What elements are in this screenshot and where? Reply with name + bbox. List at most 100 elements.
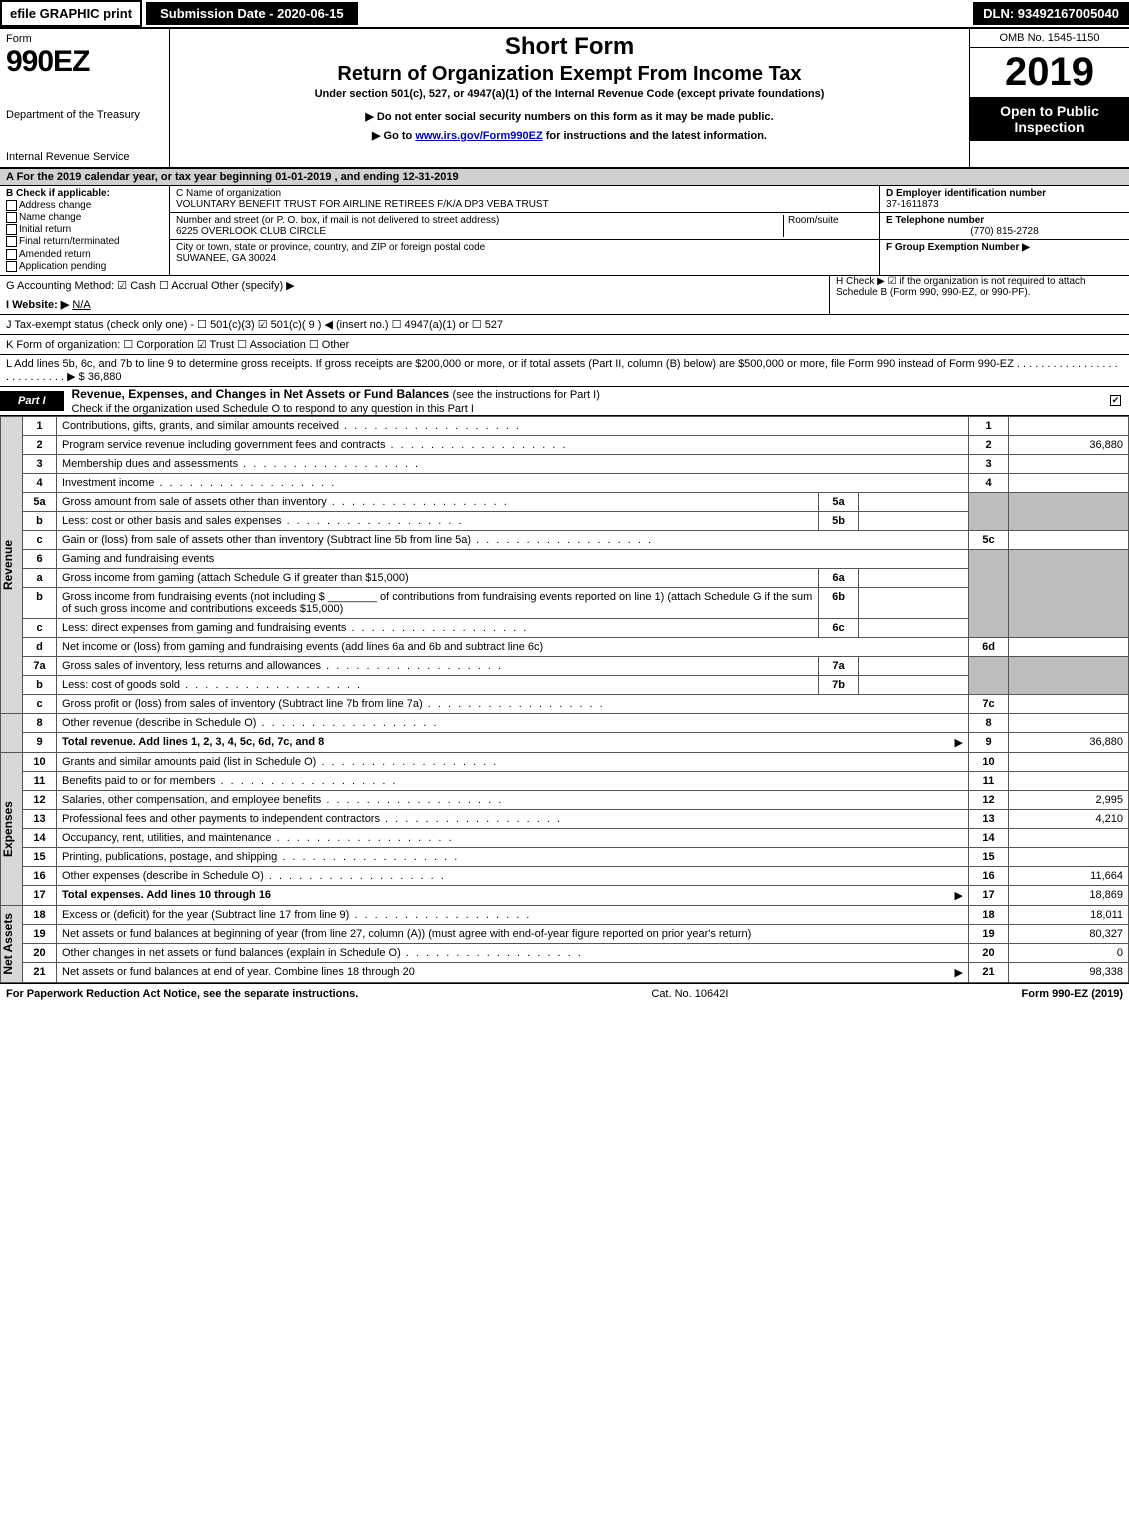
line-6b-value xyxy=(859,587,969,618)
tax-year: 2019 xyxy=(970,48,1129,97)
goto-post: for instructions and the latest informat… xyxy=(543,130,767,142)
line-13-value: 4,210 xyxy=(1009,809,1129,828)
street-label: Number and street (or P. O. box, if mail… xyxy=(176,215,499,226)
telephone-label: E Telephone number xyxy=(886,215,984,226)
line-6c-desc: Less: direct expenses from gaming and fu… xyxy=(57,618,819,637)
line-9-desc: Total revenue. Add lines 1, 2, 3, 4, 5c,… xyxy=(57,732,969,752)
ein-value: 37-1611873 xyxy=(886,199,939,210)
line-8-value xyxy=(1009,713,1129,732)
revenue-table: Revenue 1 Contributions, gifts, grants, … xyxy=(0,416,1129,983)
dln-label: DLN: 93492167005040 xyxy=(973,2,1129,25)
omb-number: OMB No. 1545-1150 xyxy=(970,29,1129,48)
line-10-value xyxy=(1009,752,1129,771)
line-20-value: 0 xyxy=(1009,943,1129,962)
schedule-o-checkbox[interactable]: ✔ xyxy=(1110,395,1123,407)
line-13-desc: Professional fees and other payments to … xyxy=(57,809,969,828)
group-exemption-label: F Group Exemption Number ▶ xyxy=(886,242,1030,253)
name-change-checkbox[interactable]: Name change xyxy=(6,212,163,223)
dept-treasury: Department of the Treasury xyxy=(6,109,163,121)
line-18-value: 18,011 xyxy=(1009,905,1129,924)
line-5c-value xyxy=(1009,530,1129,549)
tax-exempt-status: J Tax-exempt status (check only one) - ☐… xyxy=(0,315,1129,335)
form-footer-label: Form 990-EZ (2019) xyxy=(1022,988,1123,1000)
efile-print-label[interactable]: efile GRAPHIC print xyxy=(0,0,142,27)
line-17-desc: Total expenses. Add lines 10 through 16 … xyxy=(57,885,969,905)
org-info-section: B Check if applicable: Address change Na… xyxy=(0,186,1129,276)
expenses-section-label: Expenses xyxy=(1,801,15,857)
line-2-desc: Program service revenue including govern… xyxy=(57,435,969,454)
line-6a-desc: Gross income from gaming (attach Schedul… xyxy=(57,568,819,587)
line-12-desc: Salaries, other compensation, and employ… xyxy=(57,790,969,809)
line-4-value xyxy=(1009,473,1129,492)
line-15-value xyxy=(1009,847,1129,866)
irs-link[interactable]: www.irs.gov/Form990EZ xyxy=(415,130,542,142)
part-1-title: Revenue, Expenses, and Changes in Net As… xyxy=(72,387,453,401)
return-title: Return of Organization Exempt From Incom… xyxy=(178,63,961,86)
line-6b-desc: Gross income from fundraising events (no… xyxy=(57,587,819,618)
form-header: Form 990EZ Department of the Treasury In… xyxy=(0,29,1129,169)
check-if-applicable: B Check if applicable: xyxy=(6,188,110,199)
line-20-desc: Other changes in net assets or fund bala… xyxy=(57,943,969,962)
revenue-section-label: Revenue xyxy=(1,540,15,590)
open-public-inspection: Open to Public Inspection xyxy=(970,97,1129,141)
line-7c-value xyxy=(1009,694,1129,713)
line-18-desc: Excess or (deficit) for the year (Subtra… xyxy=(57,905,969,924)
final-return-checkbox[interactable]: Final return/terminated xyxy=(6,236,163,247)
line-21-desc: Net assets or fund balances at end of ye… xyxy=(57,962,969,982)
part-1-note: (see the instructions for Part I) xyxy=(453,389,600,401)
city-label: City or town, state or province, country… xyxy=(176,242,485,253)
line-7c-desc: Gross profit or (loss) from sales of inv… xyxy=(57,694,969,713)
line-6a-value xyxy=(859,568,969,587)
line-1-value xyxy=(1009,416,1129,435)
irs-label: Internal Revenue Service xyxy=(6,151,163,163)
line-6d-value xyxy=(1009,637,1129,656)
line-21-value: 98,338 xyxy=(1009,962,1129,982)
line-8-desc: Other revenue (describe in Schedule O) xyxy=(57,713,969,732)
line-7b-value xyxy=(859,675,969,694)
amended-return-checkbox[interactable]: Amended return xyxy=(6,249,163,260)
goto-instructions: ▶ Go to www.irs.gov/Form990EZ for instru… xyxy=(178,129,961,142)
line-16-value: 11,664 xyxy=(1009,866,1129,885)
line-9-value: 36,880 xyxy=(1009,732,1129,752)
org-name-label: C Name of organization xyxy=(176,188,281,199)
line-3-value xyxy=(1009,454,1129,473)
line-5a-value xyxy=(859,492,969,511)
paperwork-notice: For Paperwork Reduction Act Notice, see … xyxy=(6,988,358,1000)
line-6-desc: Gaming and fundraising events xyxy=(57,549,969,568)
form-of-organization: K Form of organization: ☐ Corporation ☑ … xyxy=(0,335,1129,355)
initial-return-checkbox[interactable]: Initial return xyxy=(6,224,163,235)
form-word: Form xyxy=(6,33,163,45)
street-address: 6225 OVERLOOK CLUB CIRCLE xyxy=(176,226,326,237)
line-15-desc: Printing, publications, postage, and shi… xyxy=(57,847,969,866)
ssn-warning: ▶ Do not enter social security numbers o… xyxy=(178,110,961,123)
ein-label: D Employer identification number xyxy=(886,188,1046,199)
line-5b-value xyxy=(859,511,969,530)
city-state-zip: SUWANEE, GA 30024 xyxy=(176,253,276,264)
short-form-title: Short Form xyxy=(178,33,961,61)
line-6c-value xyxy=(859,618,969,637)
line-2-value: 36,880 xyxy=(1009,435,1129,454)
room-suite-label: Room/suite xyxy=(788,215,839,226)
line-3-desc: Membership dues and assessments xyxy=(57,454,969,473)
application-pending-checkbox[interactable]: Application pending xyxy=(6,261,163,272)
line-11-desc: Benefits paid to or for members xyxy=(57,771,969,790)
form-number: 990EZ xyxy=(6,45,163,79)
line-14-value xyxy=(1009,828,1129,847)
website-value: N/A xyxy=(72,299,90,311)
net-assets-section-label: Net Assets xyxy=(1,913,15,975)
line-14-desc: Occupancy, rent, utilities, and maintena… xyxy=(57,828,969,847)
telephone-value: (770) 815-2728 xyxy=(886,226,1123,237)
line-4-desc: Investment income xyxy=(57,473,969,492)
line-5c-desc: Gain or (loss) from sale of assets other… xyxy=(57,530,969,549)
website-label: I Website: ▶ xyxy=(6,299,69,311)
line-19-desc: Net assets or fund balances at beginning… xyxy=(57,924,969,943)
address-change-checkbox[interactable]: Address change xyxy=(6,200,163,211)
line-17-value: 18,869 xyxy=(1009,885,1129,905)
cat-number: Cat. No. 10642I xyxy=(651,988,728,1000)
line-11-value xyxy=(1009,771,1129,790)
accounting-method: G Accounting Method: ☑ Cash ☐ Accrual Ot… xyxy=(0,276,829,295)
part-1-label: Part I xyxy=(0,391,64,411)
line-5a-desc: Gross amount from sale of assets other t… xyxy=(57,492,819,511)
part-1-header: Part I Revenue, Expenses, and Changes in… xyxy=(0,386,1129,416)
line-19-value: 80,327 xyxy=(1009,924,1129,943)
